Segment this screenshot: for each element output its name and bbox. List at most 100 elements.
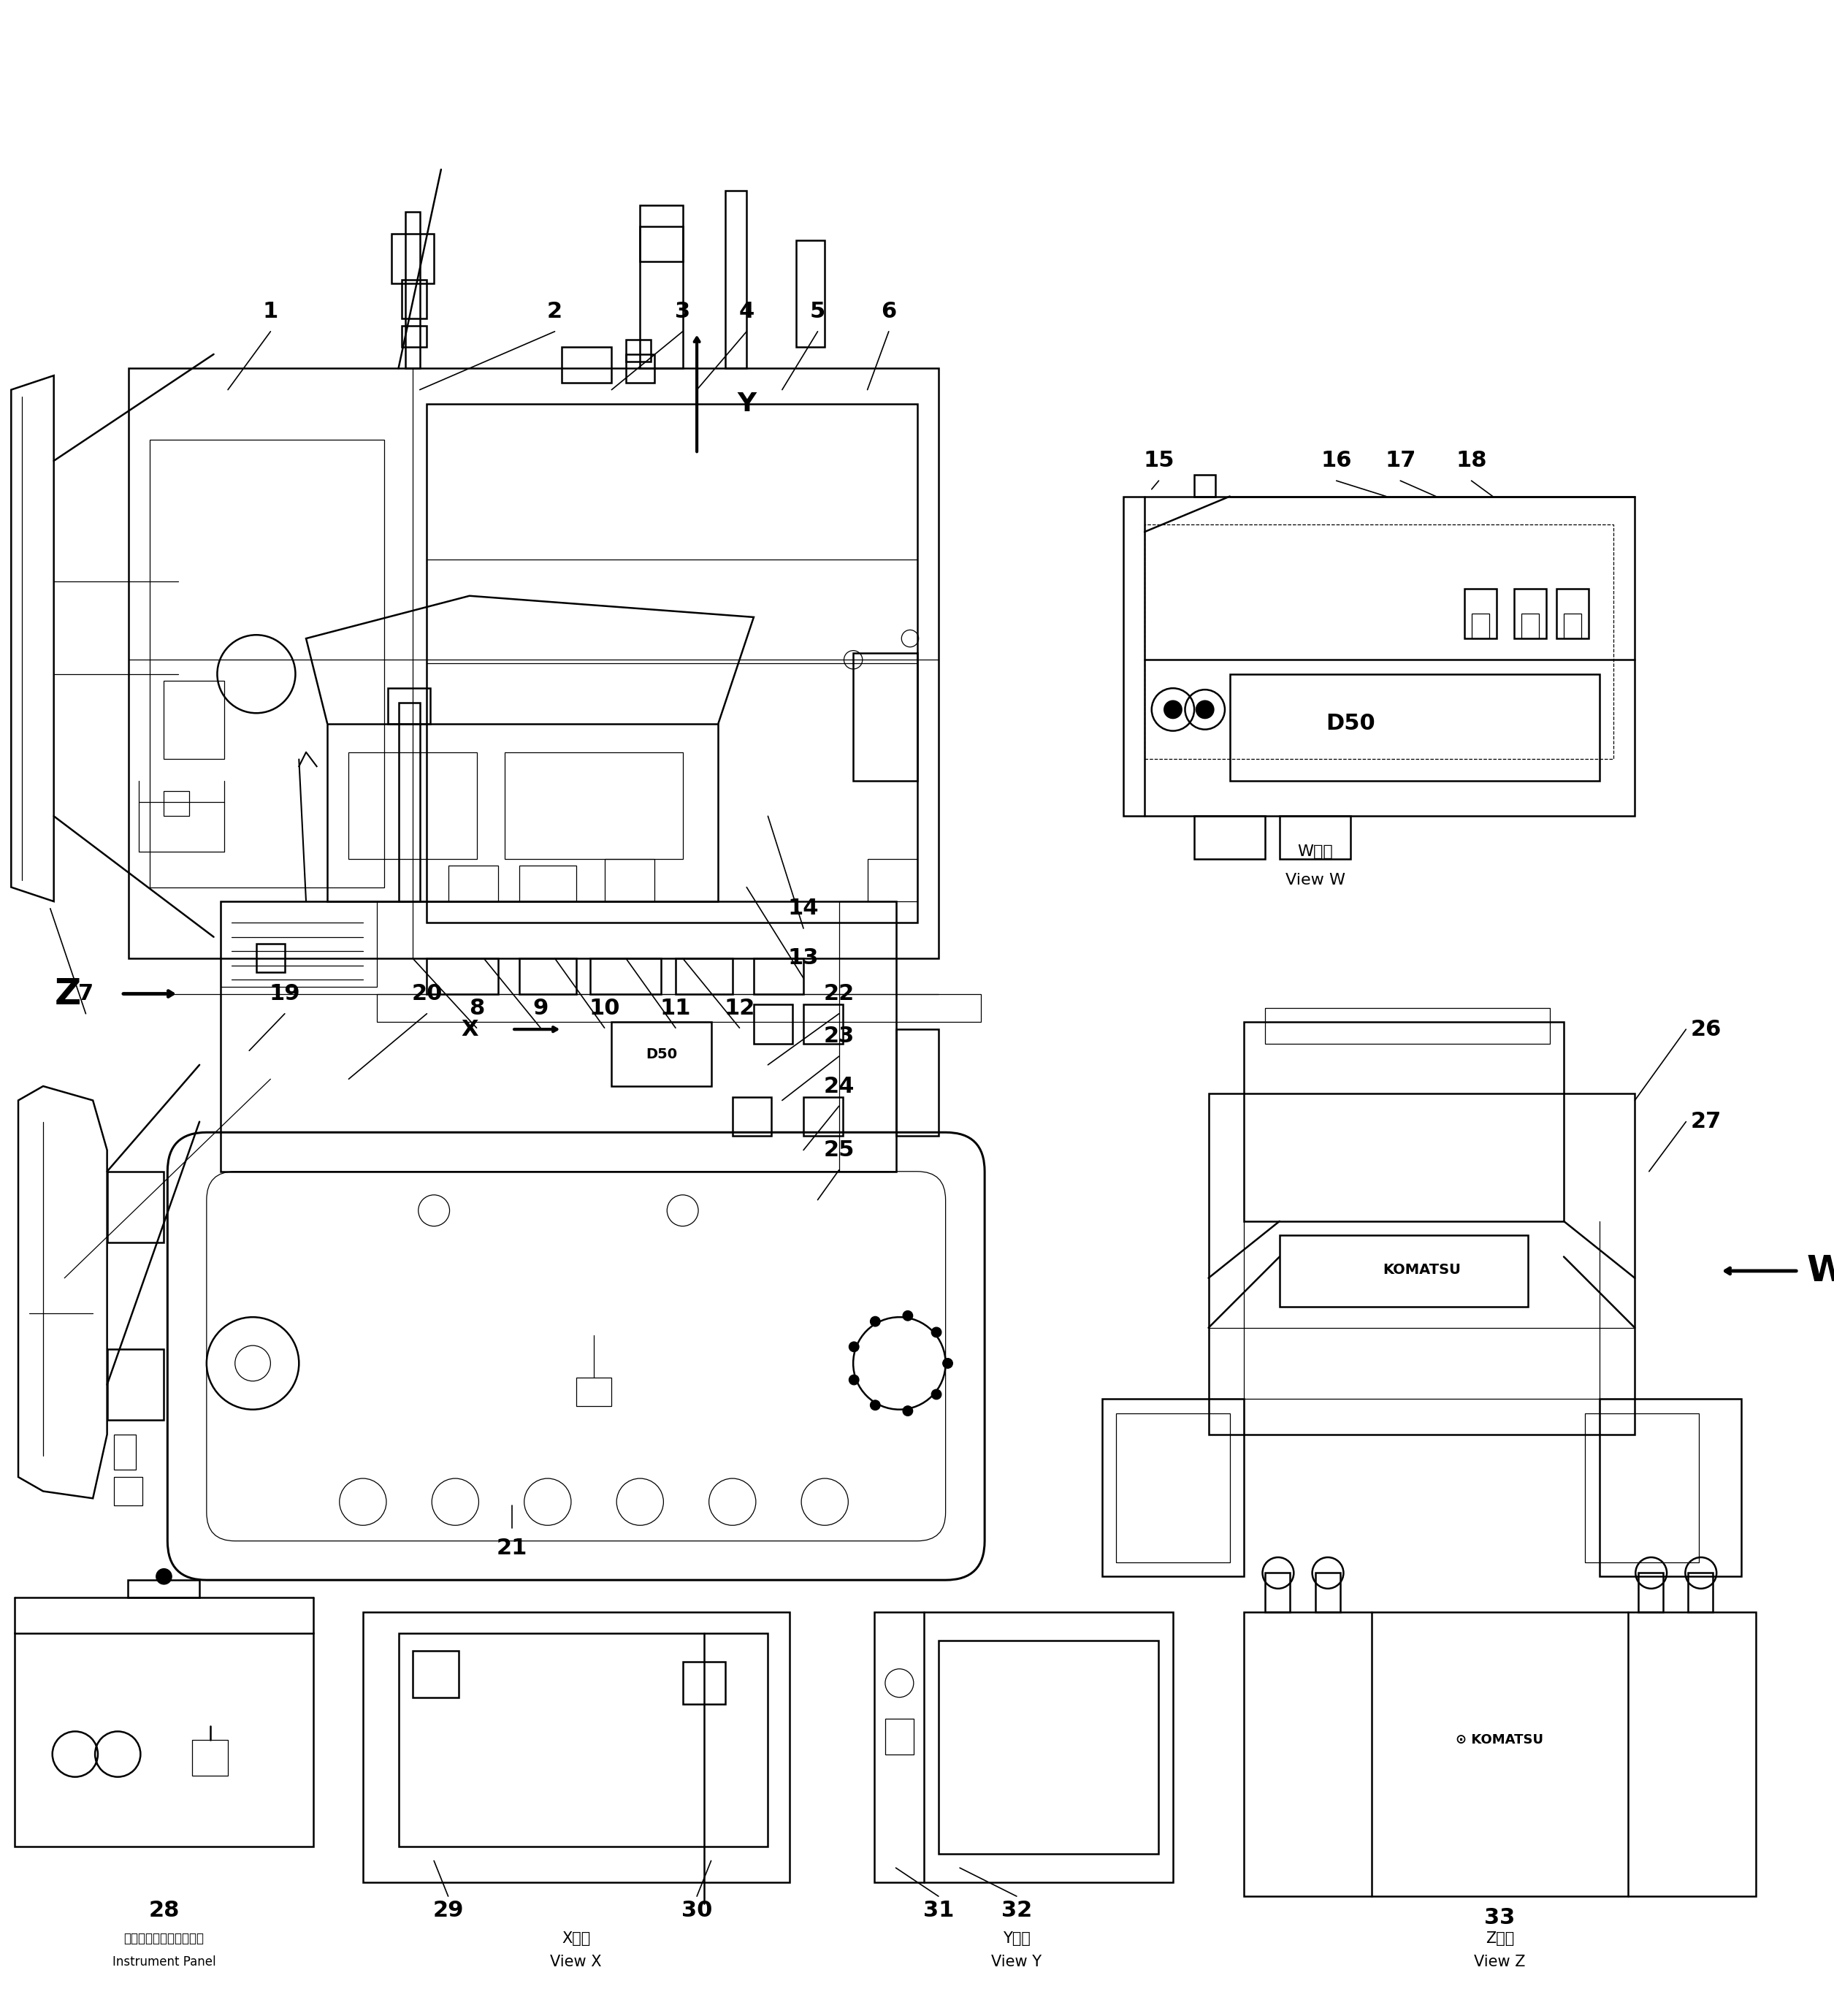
Text: Z: Z (55, 976, 81, 1012)
Text: ⊙ KOMATSU: ⊙ KOMATSU (1456, 1734, 1544, 1746)
Bar (611, 1022, 712, 1087)
Bar (1564, 613, 1581, 639)
Text: 30: 30 (682, 1899, 712, 1921)
Bar (363, 1613, 789, 1883)
Text: W: W (1806, 1254, 1834, 1288)
Bar (220, 901, 378, 986)
Text: 10: 10 (589, 998, 620, 1018)
Bar (640, 206, 682, 262)
Bar (427, 403, 917, 923)
Bar (1194, 476, 1216, 496)
Text: X: X (460, 1018, 479, 1040)
Circle shape (1165, 702, 1181, 718)
Bar (1280, 1236, 1528, 1306)
Text: 6: 6 (880, 300, 897, 323)
Bar (838, 901, 895, 1171)
Bar (754, 958, 803, 994)
Bar (1122, 496, 1634, 816)
Bar (803, 1004, 842, 1044)
Text: 22: 22 (823, 984, 855, 1004)
Circle shape (849, 1375, 858, 1385)
Text: 14: 14 (789, 897, 820, 919)
Bar (886, 1718, 913, 1754)
Bar (15, 1633, 314, 1847)
Bar (1209, 1093, 1634, 1433)
Bar (163, 681, 224, 760)
Bar (754, 1004, 792, 1044)
Bar (1194, 816, 1265, 859)
Bar (1243, 1022, 1564, 1222)
Bar (1557, 589, 1588, 639)
Bar (405, 212, 420, 369)
Text: 25: 25 (823, 1139, 855, 1161)
Bar (106, 1349, 163, 1419)
Text: Y　視: Y 視 (1003, 1931, 1031, 1945)
Bar (853, 653, 917, 780)
Bar (1464, 589, 1497, 639)
Bar (1687, 1572, 1713, 1613)
Bar (1265, 1008, 1550, 1044)
Bar (378, 994, 981, 1022)
Bar (220, 901, 895, 1171)
Bar (675, 958, 732, 994)
Bar (1102, 1399, 1243, 1577)
Text: View W: View W (1286, 873, 1344, 887)
Text: 23: 23 (823, 1026, 855, 1046)
Bar (1117, 1413, 1231, 1562)
Bar (257, 943, 284, 972)
Bar (519, 867, 576, 901)
Text: 15: 15 (1143, 450, 1174, 472)
Circle shape (902, 1310, 913, 1320)
Text: 9: 9 (532, 998, 548, 1018)
Bar (561, 347, 611, 383)
Bar (398, 702, 420, 901)
Text: W　視: W 視 (1297, 845, 1333, 859)
Bar (605, 859, 655, 901)
Bar (625, 341, 651, 361)
Text: 12: 12 (724, 998, 756, 1018)
Text: 21: 21 (497, 1538, 528, 1558)
Text: Z　視: Z 視 (1486, 1931, 1515, 1945)
Bar (519, 958, 576, 994)
Bar (106, 1171, 163, 1242)
Text: 28: 28 (149, 1899, 180, 1921)
Circle shape (932, 1389, 941, 1399)
Bar (1265, 1572, 1289, 1613)
Text: 31: 31 (923, 1899, 954, 1921)
Text: 29: 29 (433, 1899, 464, 1921)
Bar (724, 192, 746, 369)
Text: 27: 27 (1691, 1111, 1722, 1133)
Bar (732, 1097, 772, 1135)
Text: インスツルメントパネル: インスツルメントパネル (123, 1933, 204, 1945)
Text: Instrument Panel: Instrument Panel (112, 1956, 216, 1968)
Bar (875, 1613, 1174, 1883)
Text: 17: 17 (1385, 450, 1416, 472)
Text: 33: 33 (1484, 1907, 1515, 1927)
Bar (128, 369, 939, 958)
Bar (114, 1433, 136, 1470)
Circle shape (1196, 702, 1214, 718)
Text: 5: 5 (811, 300, 825, 323)
Text: 1: 1 (262, 300, 279, 323)
Circle shape (932, 1327, 941, 1337)
Bar (398, 1633, 768, 1847)
Text: 20: 20 (411, 984, 442, 1004)
Bar (402, 280, 427, 319)
Text: 7: 7 (79, 984, 94, 1004)
Text: View Y: View Y (992, 1954, 1042, 1970)
Bar (1638, 1572, 1663, 1613)
Circle shape (943, 1359, 952, 1369)
Text: 24: 24 (823, 1077, 855, 1097)
Circle shape (871, 1316, 880, 1327)
Text: D50: D50 (1326, 714, 1376, 734)
Circle shape (902, 1405, 913, 1415)
Bar (803, 1097, 842, 1135)
Bar (1144, 524, 1614, 760)
Bar (796, 240, 825, 347)
Bar (1231, 673, 1599, 780)
Text: Y: Y (737, 391, 756, 417)
Circle shape (871, 1401, 880, 1409)
Text: View Z: View Z (1475, 1954, 1526, 1970)
Bar (447, 867, 497, 901)
Bar (591, 958, 662, 994)
